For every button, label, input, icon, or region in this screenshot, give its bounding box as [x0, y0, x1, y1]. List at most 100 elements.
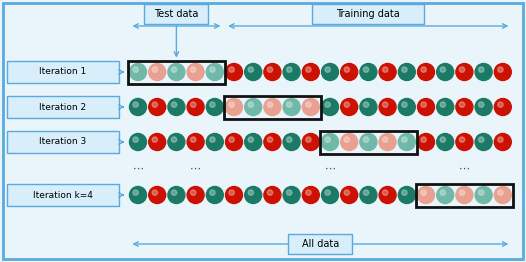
FancyBboxPatch shape [288, 234, 352, 254]
Circle shape [129, 99, 147, 116]
Text: Iteration k=4: Iteration k=4 [33, 190, 93, 199]
Circle shape [133, 137, 138, 142]
Circle shape [321, 99, 339, 116]
Circle shape [302, 99, 319, 116]
Circle shape [302, 187, 319, 204]
Circle shape [248, 190, 254, 195]
Circle shape [418, 134, 434, 150]
Circle shape [321, 63, 339, 80]
Circle shape [379, 99, 396, 116]
Circle shape [437, 134, 454, 150]
FancyBboxPatch shape [7, 96, 119, 118]
Circle shape [133, 67, 138, 72]
Circle shape [479, 102, 484, 107]
Circle shape [437, 187, 454, 204]
Circle shape [421, 190, 427, 195]
Circle shape [440, 102, 446, 107]
Circle shape [498, 67, 503, 72]
Circle shape [171, 190, 177, 195]
Circle shape [264, 134, 281, 150]
Circle shape [187, 63, 204, 80]
Circle shape [168, 99, 185, 116]
Circle shape [168, 63, 185, 80]
Circle shape [475, 134, 492, 150]
Circle shape [341, 187, 358, 204]
Circle shape [210, 137, 215, 142]
Circle shape [418, 63, 434, 80]
Circle shape [459, 67, 465, 72]
Circle shape [226, 134, 242, 150]
Circle shape [245, 63, 262, 80]
Circle shape [456, 134, 473, 150]
Circle shape [149, 99, 166, 116]
Circle shape [479, 67, 484, 72]
FancyBboxPatch shape [3, 3, 523, 259]
Circle shape [360, 134, 377, 150]
Circle shape [363, 137, 369, 142]
Circle shape [287, 102, 292, 107]
Circle shape [402, 102, 407, 107]
Circle shape [267, 67, 273, 72]
Circle shape [475, 63, 492, 80]
Circle shape [418, 187, 434, 204]
Circle shape [456, 63, 473, 80]
Circle shape [363, 102, 369, 107]
Text: ⋯: ⋯ [459, 164, 470, 174]
Circle shape [498, 102, 503, 107]
Circle shape [171, 102, 177, 107]
Circle shape [283, 134, 300, 150]
Circle shape [133, 102, 138, 107]
Circle shape [226, 63, 242, 80]
Circle shape [287, 190, 292, 195]
Circle shape [379, 134, 396, 150]
Circle shape [133, 190, 138, 195]
Text: Iteration 1: Iteration 1 [39, 68, 87, 77]
Circle shape [283, 187, 300, 204]
Circle shape [206, 99, 224, 116]
Circle shape [344, 67, 350, 72]
Circle shape [494, 134, 511, 150]
Circle shape [210, 67, 215, 72]
Circle shape [341, 63, 358, 80]
FancyBboxPatch shape [7, 61, 119, 83]
Circle shape [498, 137, 503, 142]
Circle shape [421, 67, 427, 72]
Circle shape [287, 137, 292, 142]
Circle shape [302, 63, 319, 80]
Circle shape [440, 137, 446, 142]
Circle shape [187, 187, 204, 204]
Circle shape [379, 187, 396, 204]
Circle shape [437, 63, 454, 80]
Bar [416, 183, 513, 206]
Circle shape [245, 99, 262, 116]
Circle shape [321, 134, 339, 150]
Circle shape [325, 67, 330, 72]
Text: ⋯: ⋯ [325, 164, 336, 174]
Circle shape [382, 102, 388, 107]
Circle shape [459, 137, 465, 142]
Circle shape [325, 190, 330, 195]
Circle shape [287, 67, 292, 72]
Circle shape [360, 63, 377, 80]
Text: Iteration 3: Iteration 3 [39, 138, 87, 146]
Circle shape [152, 137, 158, 142]
Circle shape [382, 67, 388, 72]
Circle shape [398, 99, 416, 116]
Circle shape [306, 67, 311, 72]
Circle shape [267, 102, 273, 107]
Circle shape [360, 99, 377, 116]
Circle shape [437, 99, 454, 116]
Circle shape [398, 187, 416, 204]
Circle shape [229, 190, 235, 195]
Circle shape [190, 102, 196, 107]
Circle shape [129, 63, 147, 80]
Circle shape [325, 137, 330, 142]
Circle shape [206, 187, 224, 204]
Circle shape [171, 137, 177, 142]
Circle shape [302, 134, 319, 150]
Circle shape [421, 137, 427, 142]
Circle shape [402, 190, 407, 195]
Bar [319, 130, 417, 154]
Circle shape [190, 190, 196, 195]
Circle shape [341, 134, 358, 150]
